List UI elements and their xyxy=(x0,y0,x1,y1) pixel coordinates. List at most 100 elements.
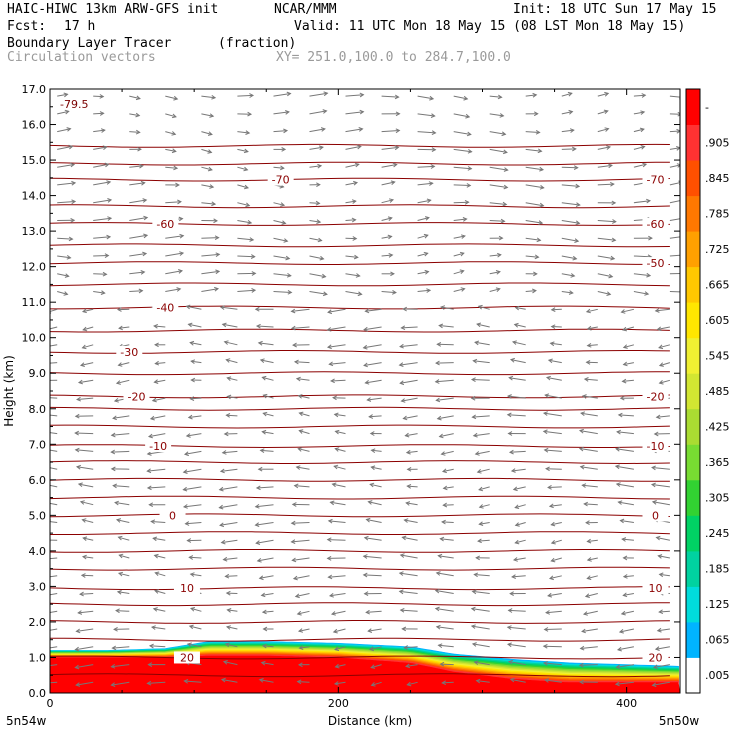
vector-shaft xyxy=(453,184,471,186)
vector-head xyxy=(622,592,628,598)
vector-shaft xyxy=(548,593,562,597)
vector-head xyxy=(477,304,483,310)
vector-shaft xyxy=(118,572,130,577)
vector-shaft xyxy=(309,146,323,150)
vector-shaft xyxy=(548,486,562,488)
vector-head xyxy=(615,482,621,487)
vector-head xyxy=(66,127,72,132)
vector-head xyxy=(574,238,580,243)
vector-head xyxy=(44,575,48,579)
vector-shaft xyxy=(129,253,147,257)
vector-head xyxy=(258,678,264,683)
cross-section-endpoints: XY= 251.0,100.0 to 284.7,100.0 xyxy=(276,50,511,65)
vector-shaft xyxy=(201,131,213,135)
vector-head xyxy=(676,146,680,151)
vector-shaft xyxy=(219,486,238,491)
vector-shaft xyxy=(273,273,291,277)
vector-shaft xyxy=(294,485,310,488)
vector-head xyxy=(113,398,119,403)
vector-shaft xyxy=(291,522,310,524)
vector-shaft xyxy=(184,680,202,683)
vector-head xyxy=(189,340,195,346)
vector-head xyxy=(66,255,72,260)
vector-shaft xyxy=(335,664,346,668)
vector-head xyxy=(147,662,153,667)
vector-head xyxy=(176,287,182,292)
vector-shaft xyxy=(405,433,418,437)
vector-head xyxy=(259,358,265,363)
vector-head xyxy=(497,252,502,258)
vector-head xyxy=(329,500,335,506)
vector-shaft xyxy=(237,202,250,207)
vector-shaft xyxy=(82,519,94,523)
vector-head xyxy=(405,501,411,506)
isotherm-line xyxy=(50,620,670,624)
vector-shaft xyxy=(489,202,507,205)
vector-head xyxy=(370,465,376,471)
vector-shaft xyxy=(633,255,652,258)
vector-head xyxy=(40,664,44,668)
vector-shaft xyxy=(333,628,346,633)
vector-shaft xyxy=(201,95,216,99)
vector-head xyxy=(251,271,257,276)
vector-head xyxy=(651,682,657,688)
vector-shaft xyxy=(116,610,130,612)
vector-shaft xyxy=(237,289,256,292)
vector-head xyxy=(110,432,116,438)
isotherm-label: -60 xyxy=(156,218,174,231)
max-value-label: -79.5 xyxy=(60,98,88,111)
vector-head xyxy=(107,216,113,221)
vector-shaft xyxy=(81,574,94,577)
vector-head xyxy=(247,111,253,117)
vector-shaft xyxy=(328,520,346,523)
vector-head xyxy=(153,323,158,329)
vector-head xyxy=(104,253,110,259)
vector-head xyxy=(214,235,220,241)
vector-head xyxy=(621,378,627,384)
vector-shaft xyxy=(549,575,562,579)
vector-head xyxy=(575,183,581,189)
vector-shaft xyxy=(561,273,575,277)
vector-shaft xyxy=(616,448,634,452)
vector-shaft xyxy=(453,95,468,100)
vector-head xyxy=(254,522,260,527)
vector-shaft xyxy=(298,448,310,452)
colorbar-label: .845 xyxy=(705,172,730,185)
vector-shaft xyxy=(299,646,310,649)
vector-head xyxy=(507,431,513,436)
vector-shaft xyxy=(165,288,181,292)
vector-shaft xyxy=(93,95,104,98)
vector-head xyxy=(315,200,321,206)
vector-shaft xyxy=(295,593,310,597)
vector-shaft xyxy=(50,484,58,488)
vector-shaft xyxy=(188,323,202,328)
vector-shaft xyxy=(633,163,647,168)
vector-head xyxy=(680,199,684,203)
vector-head xyxy=(251,288,257,293)
vector-head xyxy=(332,395,337,401)
vector-shaft xyxy=(453,252,464,257)
vector-shaft xyxy=(453,218,467,221)
vector-shaft xyxy=(93,181,111,186)
vector-head xyxy=(572,255,578,261)
vector-shaft xyxy=(453,270,464,275)
vector-head xyxy=(575,220,581,226)
vector-shaft xyxy=(221,679,238,683)
vector-shaft xyxy=(515,307,526,310)
y-tick-label: 13.0 xyxy=(22,225,47,238)
vector-head xyxy=(651,500,657,505)
isotherm-label: 10 xyxy=(180,582,194,595)
vector-head xyxy=(459,251,465,257)
vector-shaft xyxy=(93,129,105,133)
vector-head xyxy=(81,554,87,560)
vector-head xyxy=(117,362,123,367)
vector-head xyxy=(614,464,620,470)
vector-head xyxy=(118,325,123,331)
vector-head xyxy=(74,664,80,670)
vector-shaft xyxy=(402,536,418,541)
vector-head xyxy=(431,147,437,152)
vector-shaft xyxy=(291,539,310,543)
vector-head xyxy=(316,182,321,188)
vector-shaft xyxy=(621,308,635,313)
vector-head xyxy=(570,273,576,278)
